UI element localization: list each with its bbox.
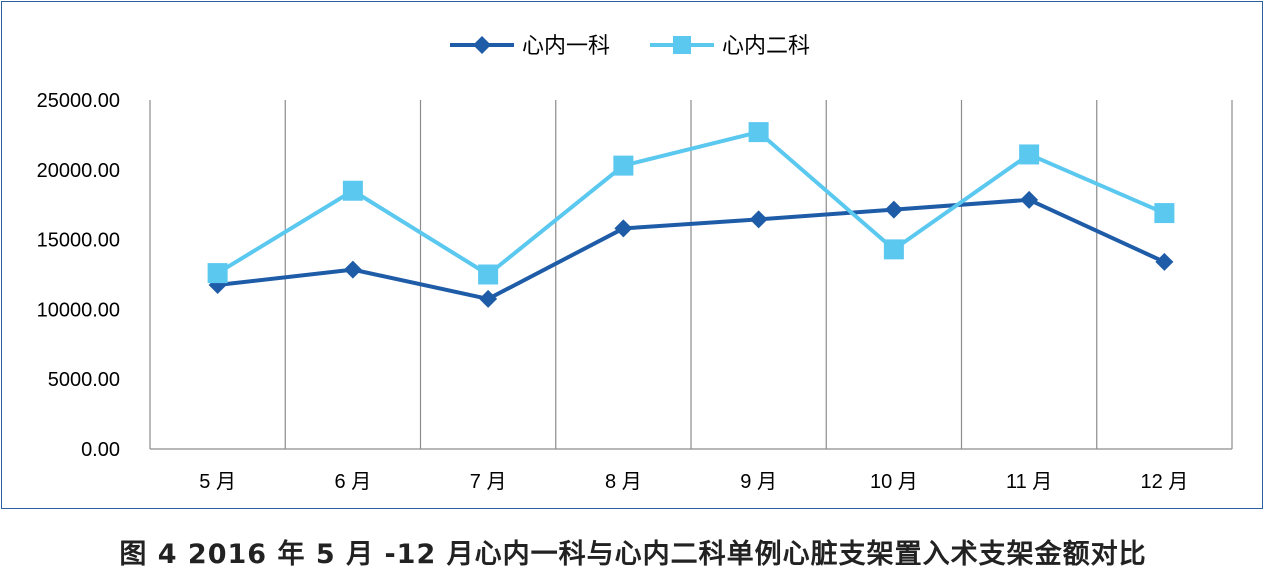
y-tick-label: 0.00 [81,439,120,461]
x-tick-label: 8 月 [605,471,642,493]
y-tick-label: 5000.00 [48,369,120,391]
series-line-0 [217,197,1166,301]
data-point [614,219,633,238]
data-point [749,210,768,229]
data-point [342,180,363,201]
y-tick-label: 15000.00 [37,230,120,252]
x-tick-label: 6 月 [335,471,372,493]
data-point [1019,144,1040,165]
data-point [1020,190,1039,209]
x-tick-label: 5 月 [199,471,236,493]
chart-frame: 0.00 5000.00 10000.00 15000.00 20000.00 25000… [1,1,1263,509]
data-point [343,260,362,279]
x-tick-label: 12 月 [1140,471,1188,493]
y-tick-label: 10000.00 [37,299,120,321]
data-point [748,122,769,143]
figure-caption: 图 4 2016 年 5 月 -12 月心内一科与心内二科单例心脏支架置入术支架… [119,539,1147,570]
y-tick-label: 20000.00 [37,160,120,182]
data-point [613,155,634,176]
line-chart: 0.00 5000.00 10000.00 15000.00 20000.00 25000… [37,34,1233,493]
series-line-1 [216,130,1166,277]
legend-marker [473,36,491,54]
data-point [479,289,498,308]
legend-marker [673,36,691,54]
data-point [883,239,904,260]
x-tick-label: 9 月 [740,471,777,493]
y-tick-label: 25000.00 [37,90,120,112]
legend-label: 心内一科 [522,34,610,59]
x-tick-label: 7 月 [470,471,507,493]
legend-label: 心内二科 [722,34,810,59]
data-point [1155,252,1174,271]
data-point [478,264,499,285]
data-point [207,263,228,284]
data-point [1154,203,1175,224]
x-tick-label: 10 月 [870,471,918,493]
x-tick-label: 11 月 [1006,471,1052,493]
data-point [884,200,903,219]
